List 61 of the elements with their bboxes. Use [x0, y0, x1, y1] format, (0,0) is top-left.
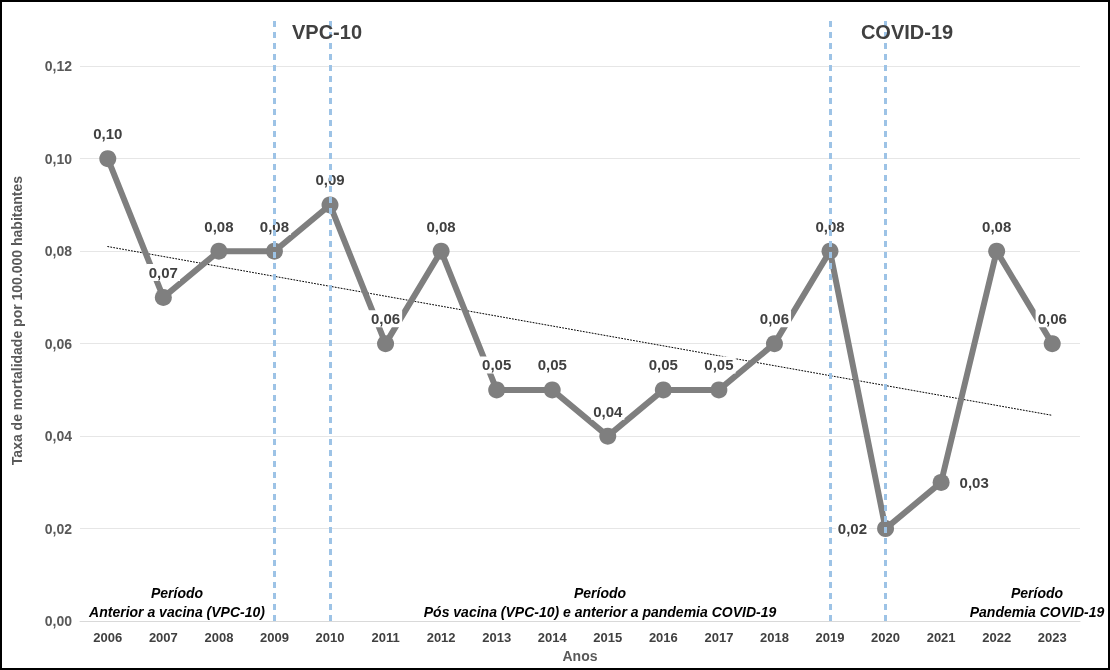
data-label: 0,06 — [759, 310, 790, 328]
y-tick-label: 0,10 — [44, 150, 73, 167]
x-tick-label: 2022 — [982, 630, 1012, 646]
annotation: Período Pandemia COVID-19 — [969, 584, 1105, 620]
point — [1043, 335, 1061, 353]
x-tick-label: 2010 — [315, 630, 345, 646]
data-label: 0,08 — [426, 217, 456, 235]
point — [154, 288, 172, 306]
x-tick-label: 2007 — [148, 630, 178, 646]
x-tick-label: 2017 — [704, 630, 734, 646]
x-tick-label: 2008 — [204, 630, 234, 646]
data-label: 0,08 — [982, 217, 1012, 235]
x-tick-label: 2006 — [93, 630, 123, 646]
x-tick-label: 2009 — [259, 630, 289, 646]
point — [543, 381, 561, 399]
y-tick-label: 0,04 — [44, 428, 73, 445]
point — [377, 335, 395, 353]
point — [488, 381, 506, 399]
data-label: 0,06 — [1037, 310, 1067, 328]
point — [988, 242, 1006, 260]
point — [599, 427, 617, 445]
x-tick-label: 2019 — [815, 630, 845, 646]
y-tick-label: 0,06 — [44, 335, 73, 352]
data-label: 0,03 — [959, 473, 989, 491]
data-label: 0,05 — [537, 356, 567, 374]
y-tick-label: 0,12 — [44, 58, 73, 75]
x-tick-label: 2016 — [648, 630, 678, 646]
annotation: VPC-10 — [291, 21, 363, 43]
x-tick-label: 2012 — [426, 630, 456, 646]
x-tick-label: 2021 — [926, 630, 956, 646]
y-tick-label: 0,02 — [44, 520, 73, 537]
data-label: 0,04 — [593, 402, 624, 420]
x-tick-label: 2018 — [759, 630, 789, 646]
data-label: 0,05 — [648, 356, 678, 374]
point — [210, 242, 228, 260]
annotation: Período Anterior a vacina (VPC-10) — [88, 584, 266, 620]
data-label: 0,06 — [370, 310, 401, 328]
annotation: Período Pós vacina (VPC-10) e anterior a pandemia COVID-19 — [423, 584, 777, 620]
data-label: 0,02 — [837, 520, 868, 538]
x-tick-label: 2013 — [482, 630, 512, 646]
point — [932, 473, 950, 491]
data-label: 0,07 — [148, 263, 178, 281]
data-label: 0,05 — [482, 356, 512, 374]
data-label: 0,08 — [204, 217, 234, 235]
y-tick-label: 0,08 — [44, 243, 73, 260]
x-tick-label: 2015 — [593, 630, 623, 646]
data-label: 0,10 — [93, 125, 123, 143]
data-label: 0,05 — [704, 356, 734, 374]
point — [99, 150, 117, 168]
point — [765, 335, 783, 353]
y-tick-label: 0,00 — [44, 613, 73, 630]
x-tick-label: 2023 — [1037, 630, 1067, 646]
x-axis-title: Anos — [562, 648, 598, 664]
point — [654, 381, 672, 399]
point — [710, 381, 728, 399]
x-tick-label: 2014 — [537, 630, 568, 646]
x-tick-label: 2020 — [871, 630, 901, 646]
annotation: COVID-19 — [860, 21, 954, 43]
y-axis-title: Taxa de mortalidade por 100.000 habitantes — [9, 175, 25, 466]
x-tick-label: 2011 — [371, 630, 400, 646]
point — [432, 242, 450, 260]
